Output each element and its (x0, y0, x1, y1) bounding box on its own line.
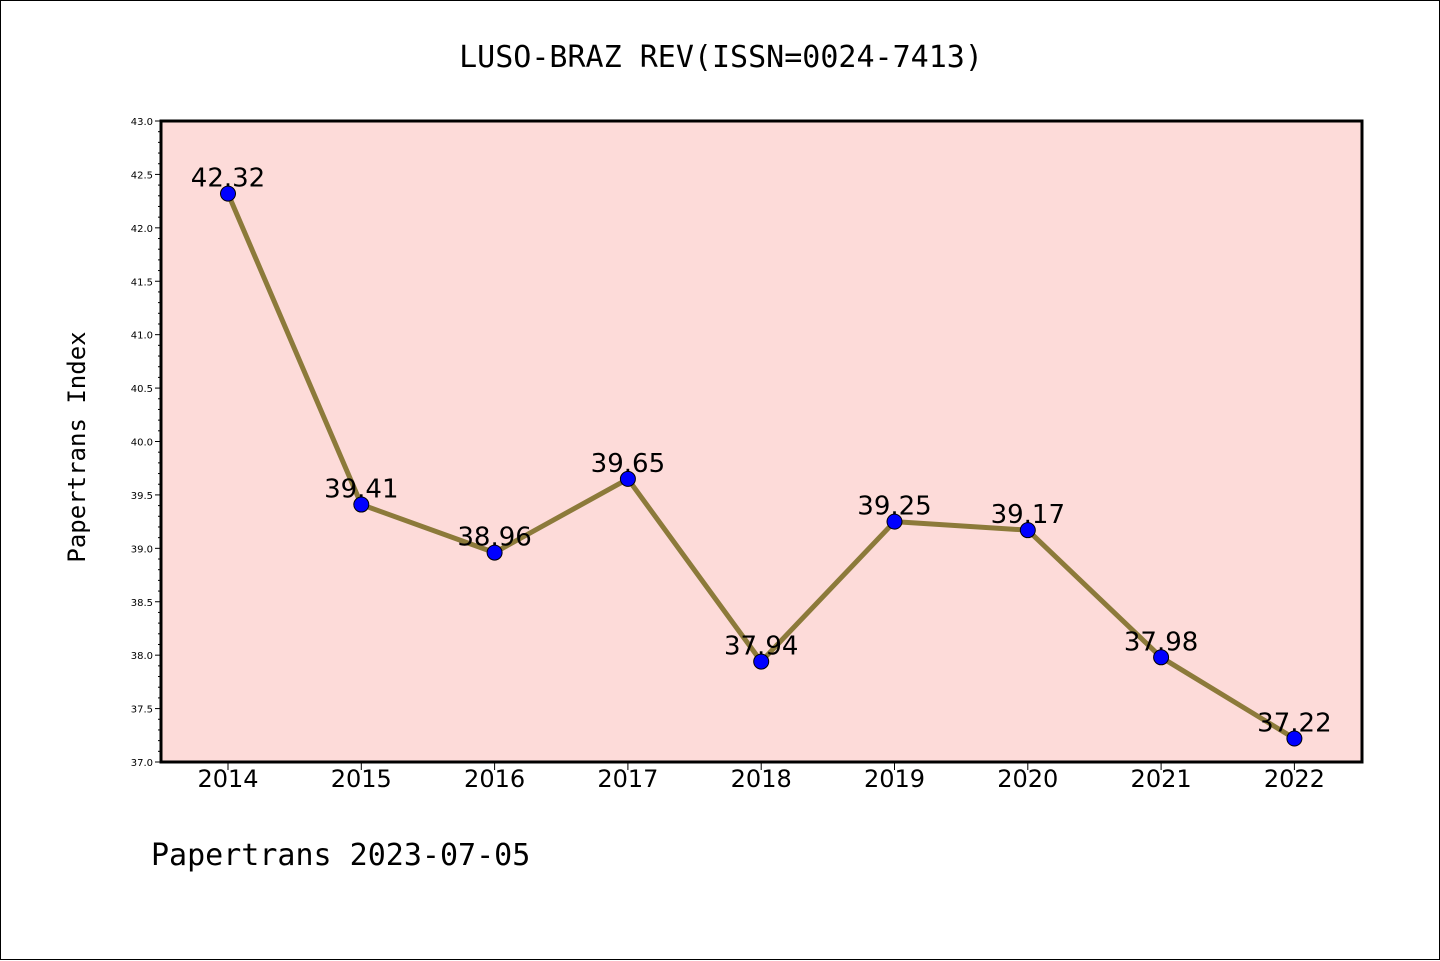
y-tick-label: 38.5 (131, 598, 153, 609)
footer-text: Papertrans 2023-07-05 (151, 838, 530, 873)
y-tick-label: 37.5 (131, 705, 153, 716)
y-tick-label: 39.0 (131, 544, 153, 555)
x-tick-label: 2016 (464, 765, 525, 793)
x-tick-label: 2014 (197, 765, 258, 793)
data-point-marker (619, 470, 636, 487)
x-tick-label: 2020 (997, 765, 1058, 793)
y-tick-label: 37.0 (131, 758, 153, 769)
y-axis-label: Papertrans Index (63, 331, 91, 562)
y-tick-label: 42.5 (131, 170, 153, 181)
x-tick-label: 2017 (597, 765, 658, 793)
y-tick-label: 41.5 (131, 277, 153, 288)
y-tick-label: 39.5 (131, 491, 153, 502)
y-tick-label: 40.0 (131, 438, 153, 449)
data-point-marker (753, 653, 770, 670)
x-tick-label: 2019 (864, 765, 925, 793)
y-tick-label: 38.0 (131, 651, 153, 662)
x-tick-label: 2018 (731, 765, 792, 793)
x-axis: 2014 2015 2016 2017 2018 2019 2020 2021 2022 (197, 762, 1325, 793)
x-tick-label: 2021 (1131, 765, 1192, 793)
data-point-marker (886, 513, 903, 530)
y-tick-label: 43.0 (131, 117, 153, 128)
y-tick-label: 41.0 (131, 331, 153, 342)
data-point-marker (1286, 730, 1303, 747)
y-tick-label: 40.5 (131, 384, 153, 395)
data-point-marker (486, 544, 503, 561)
data-point-marker (1153, 649, 1170, 666)
data-point-marker (1019, 522, 1036, 539)
plot-frame (159, 119, 1364, 764)
chart-title: LUSO-BRAZ REV(ISSN=0024-7413) (459, 40, 983, 75)
x-tick-label: 2022 (1264, 765, 1325, 793)
y-axis: 37.0 37.5 38.0 38.5 39.0 39.5 40.0 40.5 41.0 41.5… (131, 117, 161, 769)
y-tick-label: 42.0 (131, 224, 153, 235)
data-point-marker (220, 185, 236, 202)
data-point-marker (353, 496, 370, 513)
x-tick-label: 2015 (331, 765, 392, 793)
